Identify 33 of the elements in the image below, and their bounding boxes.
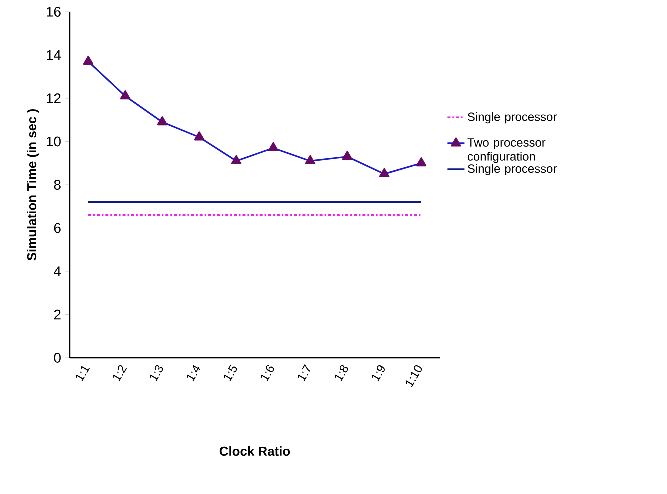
x-tick-label: 1:8	[335, 365, 348, 382]
point	[83, 56, 94, 66]
x-tick-label: 1:5	[224, 364, 238, 382]
x-tick-label: 1:2	[113, 365, 128, 382]
x-tick-label: 1:7	[298, 364, 311, 382]
y-tick-label: 6	[54, 223, 61, 234]
point	[157, 116, 168, 126]
y-tick-label: 4	[54, 266, 62, 276]
y-tick-label: 12	[47, 94, 61, 104]
x-tick-label: 1:6	[261, 365, 274, 382]
x-tick-label: 1:3	[150, 365, 164, 382]
point	[231, 155, 242, 165]
y-tick-label: 14	[47, 50, 62, 60]
y-tick-label: 0	[54, 353, 61, 363]
point	[342, 151, 353, 160]
point	[305, 155, 316, 165]
x-tick-label: 1:1	[76, 366, 90, 382]
y-tick-label: 8	[54, 180, 61, 190]
y-axis-title: Simulation Time (in sec )	[27, 109, 40, 261]
x-tick-label: 1:4	[187, 365, 201, 382]
y-tick-label: 16	[47, 7, 61, 17]
point	[379, 168, 390, 178]
legend-label: Single processor	[468, 112, 557, 124]
point	[416, 158, 427, 167]
point	[268, 142, 279, 152]
x-axis-title: Clock Ratio	[220, 446, 290, 456]
legend-label: Single processor	[468, 164, 557, 176]
y-tick-label: 10	[47, 136, 61, 147]
point	[194, 132, 205, 141]
x-tick-label: 1:9	[372, 366, 386, 382]
legend-label: Two processor configuration	[468, 138, 546, 164]
point	[120, 90, 131, 100]
y-tick-label: 2	[54, 310, 61, 320]
